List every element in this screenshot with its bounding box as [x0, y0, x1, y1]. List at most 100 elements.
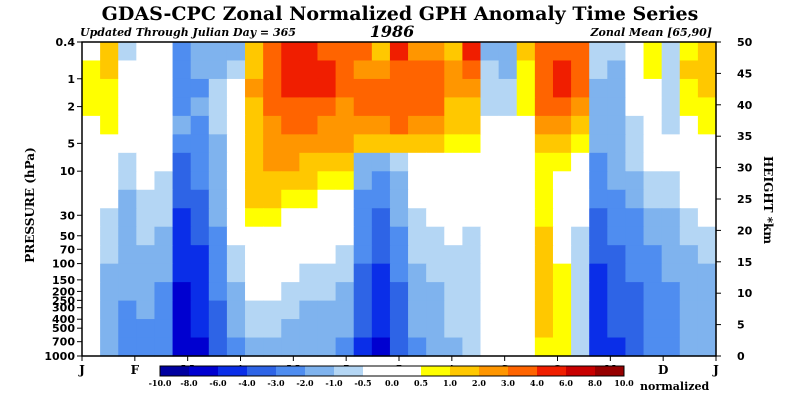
- heatmap-cell: [462, 319, 482, 339]
- heatmap-cell: [661, 171, 681, 191]
- heatmap-cell: [82, 319, 101, 339]
- heatmap-cell: [426, 226, 445, 246]
- pressure-tick-label: 200: [52, 285, 75, 298]
- heatmap-cell: [226, 189, 246, 209]
- heatmap-cell: [245, 115, 264, 135]
- heatmap-cell: [154, 208, 174, 228]
- heatmap-cell: [444, 171, 463, 191]
- height-tick-label: 45: [737, 67, 752, 80]
- heatmap-cell: [281, 97, 300, 117]
- colorbar-swatch: [595, 366, 625, 376]
- heatmap-cell: [299, 189, 319, 209]
- heatmap-cell: [353, 115, 373, 135]
- heatmap-cell: [408, 152, 427, 172]
- heatmap-cell: [335, 263, 355, 283]
- heatmap-cell: [643, 171, 663, 191]
- heatmap-cell: [625, 97, 645, 117]
- heatmap-cell: [100, 245, 119, 265]
- heatmap-cell: [661, 42, 681, 62]
- heatmap-cell: [299, 245, 319, 265]
- heatmap-cell: [534, 208, 554, 228]
- heatmap-cell: [661, 134, 681, 154]
- heatmap-cell: [226, 171, 246, 191]
- heatmap-cell: [82, 300, 101, 320]
- heatmap-cell: [136, 282, 156, 302]
- heatmap-cell: [571, 42, 590, 62]
- heatmap-cell: [371, 115, 391, 135]
- heatmap-cell: [136, 60, 156, 80]
- heatmap-cell: [263, 97, 282, 117]
- heatmap-cell: [534, 300, 554, 320]
- heatmap-cell: [118, 300, 137, 320]
- heatmap-cell: [299, 337, 319, 357]
- heatmap-cell: [534, 245, 554, 265]
- heatmap-cell: [100, 282, 119, 302]
- heatmap-cell: [625, 300, 645, 320]
- heatmap-cell: [444, 300, 463, 320]
- pressure-tick-label: 10: [60, 165, 76, 178]
- heatmap-cell: [263, 263, 282, 283]
- heatmap-cell: [444, 152, 463, 172]
- heatmap-cell: [172, 134, 192, 154]
- heatmap-cell: [100, 171, 119, 191]
- heatmap-cell: [444, 42, 463, 62]
- heatmap-cell: [643, 134, 663, 154]
- heatmap-cell: [408, 134, 427, 154]
- heatmap-cell: [697, 171, 717, 191]
- heatmap-cell: [408, 337, 427, 357]
- heatmap-cell: [263, 134, 282, 154]
- heatmap-cell: [516, 263, 536, 283]
- heatmap-cell: [245, 300, 264, 320]
- heatmap-cell: [607, 134, 627, 154]
- heatmap-cell: [462, 189, 482, 209]
- heatmap-cell: [389, 319, 409, 339]
- heatmap-cell: [154, 245, 174, 265]
- heatmap-cell: [661, 189, 681, 209]
- heatmap-cell: [82, 152, 101, 172]
- heatmap-cell: [154, 189, 174, 209]
- heatmap-cell: [317, 115, 337, 135]
- heatmap-cell: [100, 226, 119, 246]
- pressure-axis-label: PRESSURE (hPa): [23, 147, 37, 263]
- heatmap-cell: [571, 226, 590, 246]
- heatmap-cell: [444, 282, 463, 302]
- heatmap-cell: [389, 208, 409, 228]
- heatmap-cell: [118, 189, 137, 209]
- heatmap-cell: [208, 337, 228, 357]
- heatmap-cell: [679, 300, 699, 320]
- heatmap-cell: [498, 319, 518, 339]
- pressure-tick-label: 5: [67, 137, 75, 150]
- heatmap-cell: [263, 42, 282, 62]
- height-tick-label: 40: [737, 99, 753, 112]
- heatmap-cell: [281, 134, 300, 154]
- heatmap-cell: [154, 115, 174, 135]
- heatmap-cell: [82, 263, 101, 283]
- heatmap-cell: [245, 319, 264, 339]
- height-tick-label: 15: [737, 256, 752, 269]
- pressure-tick-label: 400: [52, 313, 75, 326]
- heatmap-cell: [299, 319, 319, 339]
- heatmap-cell: [516, 282, 536, 302]
- heatmap-cell: [82, 282, 101, 302]
- heatmap-cell: [697, 115, 717, 135]
- heatmap-cell: [571, 319, 590, 339]
- colorbar-level-label: 1.0: [443, 378, 457, 388]
- heatmap-cell: [172, 245, 192, 265]
- colorbar-level-label: -3.0: [267, 378, 285, 388]
- heatmap-cell: [245, 78, 264, 99]
- heatmap-cell: [226, 300, 246, 320]
- heatmap-cell: [154, 152, 174, 172]
- heatmap-cell: [245, 226, 264, 246]
- heatmap-cell: [263, 226, 282, 246]
- colorbar-swatch: [508, 366, 538, 376]
- heatmap-cell: [136, 337, 156, 357]
- heatmap-cell: [335, 245, 355, 265]
- heatmap-cell: [480, 337, 500, 357]
- heatmap-cell: [607, 208, 627, 228]
- heatmap-cell: [661, 245, 681, 265]
- heatmap-cell: [498, 300, 518, 320]
- heatmap-cell: [190, 208, 210, 228]
- heatmap-cell: [498, 245, 518, 265]
- heatmap-cell: [516, 115, 536, 135]
- heatmap-cell: [607, 263, 627, 283]
